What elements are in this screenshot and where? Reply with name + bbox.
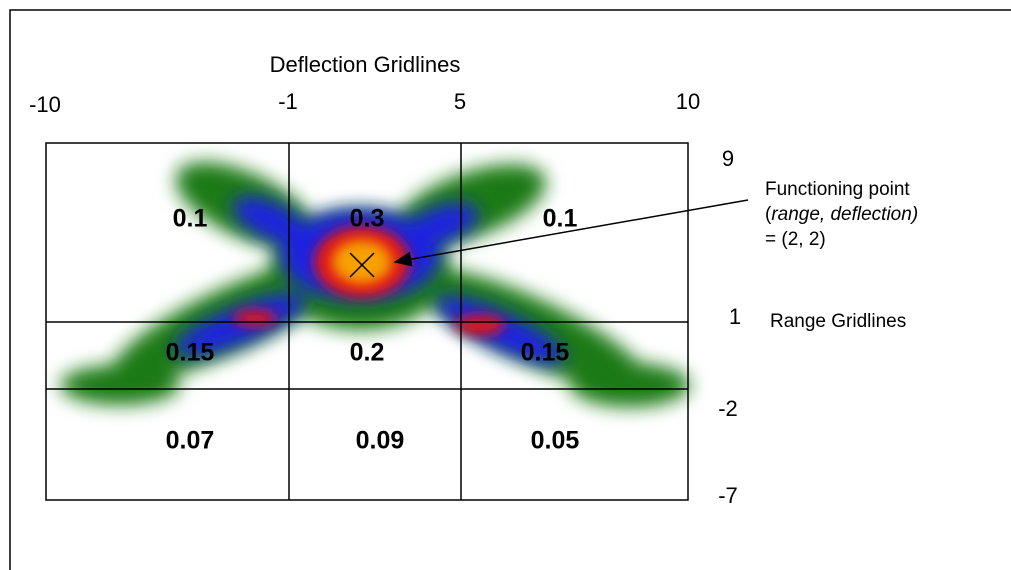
range-gridline-label: 1	[729, 304, 741, 329]
density-blob	[60, 144, 690, 414]
cell-value: 0.3	[350, 205, 385, 233]
coords: range, deflection)	[771, 204, 918, 225]
range-gridline-label: -2	[718, 396, 738, 421]
cell-value: 0.2	[350, 339, 385, 367]
cell-value: 0.1	[543, 205, 578, 233]
functioning-point-value: = (2, 2)	[765, 229, 826, 250]
range-label: Range Gridlines	[770, 311, 906, 332]
title: Deflection Gridlines	[270, 52, 461, 77]
deflection-gridline-label: -10	[29, 92, 61, 117]
cell-value: 0.07	[166, 427, 215, 455]
cell-value: 0.1	[173, 205, 208, 233]
range-gridline-label: -7	[718, 483, 738, 508]
cell-value: 0.15	[521, 339, 570, 367]
deflection-gridline-label: 10	[676, 89, 700, 114]
deflection-gridline-label: -1	[278, 89, 298, 114]
cell-value: 0.09	[356, 427, 405, 455]
range-gridline-label: 9	[722, 146, 734, 171]
functioning-point-title: Functioning point	[765, 179, 910, 200]
cell-value: 0.05	[531, 427, 580, 455]
cell-value: 0.15	[166, 339, 215, 367]
diagram: Deflection Gridlines Functioning point (…	[0, 0, 1011, 570]
deflection-gridline-label: 5	[454, 89, 466, 114]
functioning-point-coords: (range, deflection)	[765, 204, 918, 225]
